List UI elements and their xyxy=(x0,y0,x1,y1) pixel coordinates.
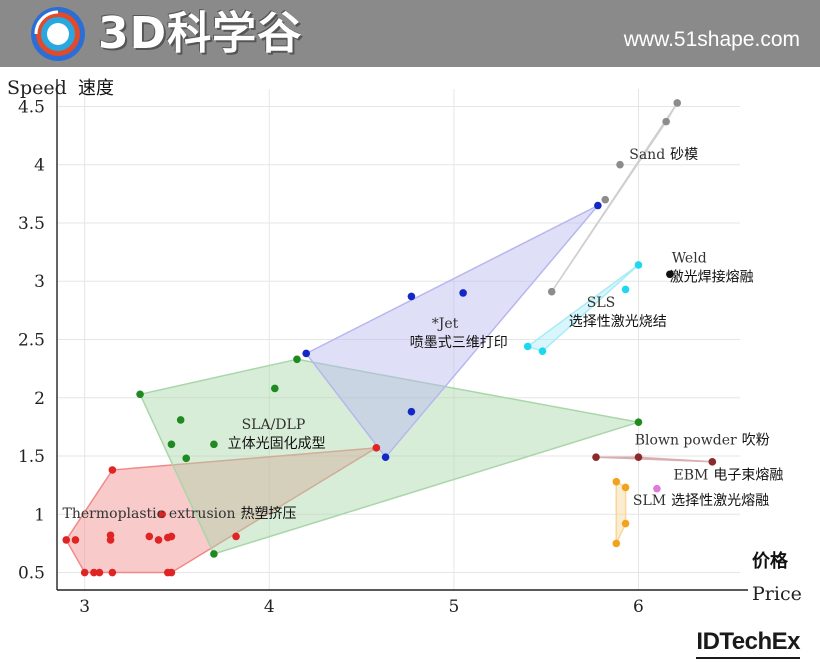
x-axis-title: Price xyxy=(752,583,802,605)
thermoplastic-extrusion-label-cn: 热塑挤压 xyxy=(241,506,297,522)
sand-point xyxy=(547,287,556,296)
y-tick-label: 1 xyxy=(34,505,45,525)
sand-label: Sand xyxy=(629,147,665,163)
grid-layer xyxy=(57,89,740,590)
thermoplastic-extrusion-point xyxy=(71,536,80,544)
y-tick-label: 2.5 xyxy=(18,331,45,351)
jet-point xyxy=(407,292,416,301)
jet-label-cn: 喷墨式三维打印 xyxy=(410,334,508,351)
label-layer: Thermoplastic extrusion 热塑挤压 SLA/DLP 立体光固化成… xyxy=(63,147,784,522)
blown-powder-region xyxy=(595,456,714,463)
y-axis-title-cn: 速度 xyxy=(78,78,114,99)
x-tick-label: 5 xyxy=(448,597,459,617)
idtechex-logo: IDTechEx xyxy=(696,628,800,659)
blown-powder-label-cn: 吹粉 xyxy=(742,432,770,448)
thermoplastic-extrusion-point xyxy=(158,510,167,519)
thermoplastic-extrusion-point xyxy=(145,532,154,541)
y-tick-label: 0.5 xyxy=(18,564,45,584)
blown-powder-label: Blown powder xyxy=(635,432,737,448)
thermoplastic-extrusion-point xyxy=(167,568,176,577)
thermoplastic-extrusion-point xyxy=(108,466,117,474)
x-axis-title-cn: 价格 xyxy=(752,550,789,572)
sls-point xyxy=(621,285,630,294)
sls-region xyxy=(526,264,640,352)
thermoplastic-extrusion-point xyxy=(80,568,89,577)
thermoplastic-extrusion-region xyxy=(65,447,378,574)
sla-dlp-point xyxy=(293,355,301,364)
y-axis-title: Speed xyxy=(7,77,67,99)
sand-point xyxy=(616,160,624,169)
thermoplastic-extrusion-point xyxy=(95,568,104,577)
blown-powder-point xyxy=(708,458,717,466)
y-tick-label: 4.5 xyxy=(18,97,45,117)
sla-dlp-point xyxy=(136,390,144,399)
thermoplastic-extrusion-point xyxy=(106,531,115,540)
jet-region xyxy=(305,204,599,458)
sand-point xyxy=(601,195,610,204)
thermoplastic-extrusion-point xyxy=(372,444,381,452)
y-tick-label: 1.5 xyxy=(18,447,45,467)
sla-dlp-point xyxy=(210,550,218,558)
sand-point xyxy=(662,117,670,126)
weld-label: Weld xyxy=(672,251,707,267)
thermoplastic-extrusion-label: Thermoplastic extrusion xyxy=(63,506,236,522)
sand-label-cn: 砂模 xyxy=(670,147,698,163)
sla-dlp-label-cn: 立体光固化成型 xyxy=(228,436,326,452)
sla-dlp-point xyxy=(634,418,643,427)
slm-label: SLM xyxy=(633,493,666,509)
sla-dlp-point xyxy=(176,416,185,424)
sla-dlp-label: SLA/DLP xyxy=(242,417,306,433)
sls-label-cn: 选择性激光烧结 xyxy=(569,313,667,330)
slm-point xyxy=(612,539,621,548)
x-tick-label: 6 xyxy=(633,597,644,617)
thermoplastic-extrusion-point xyxy=(154,536,163,544)
brand-logo-icon xyxy=(31,7,85,61)
weld-point xyxy=(666,270,674,279)
x-tick-label: 3 xyxy=(79,597,90,617)
jet-point xyxy=(302,349,311,358)
site-url[interactable]: www.51shape.com xyxy=(623,28,800,51)
jet-point xyxy=(381,453,390,461)
sls-point xyxy=(523,342,532,351)
blown-powder-point xyxy=(592,453,600,461)
jet-point xyxy=(594,201,602,210)
slm-label-cn: 选择性激光熔融 xyxy=(671,492,769,509)
brand-name: 3D科学谷 xyxy=(98,8,303,59)
jet-point xyxy=(407,407,416,416)
sand-point xyxy=(673,99,682,107)
y-tick-label: 3 xyxy=(34,272,45,292)
y-tick-label: 3.5 xyxy=(18,214,45,234)
sand-region xyxy=(550,102,678,293)
ebm-label: EBM xyxy=(674,467,709,483)
sla-dlp-point xyxy=(210,440,218,449)
y-tick-label: 4 xyxy=(34,156,45,176)
slm-point xyxy=(612,477,621,486)
hull-layer xyxy=(65,102,714,574)
sls-point xyxy=(634,261,643,269)
sls-point xyxy=(538,347,547,355)
blown-powder-point xyxy=(634,453,643,461)
sla-dlp-point xyxy=(182,454,191,463)
thermoplastic-extrusion-point xyxy=(232,532,240,541)
thermoplastic-extrusion-point xyxy=(62,536,71,544)
y-tick-label: 2 xyxy=(34,389,45,409)
sls-label: SLS xyxy=(587,295,615,311)
sla-dlp-point xyxy=(271,384,279,393)
jet-label: *Jet xyxy=(432,316,459,332)
weld-label-cn: 激光焊接熔融 xyxy=(670,269,754,286)
ebm-point xyxy=(653,484,661,493)
thermoplastic-extrusion-point xyxy=(90,568,98,577)
thermoplastic-extrusion-point xyxy=(167,532,176,541)
ebm-label-cn: 电子束熔融 xyxy=(713,467,783,483)
jet-point xyxy=(459,289,467,297)
point-layer xyxy=(62,99,717,577)
thermoplastic-extrusion-point xyxy=(108,568,117,577)
slm-point xyxy=(621,519,630,528)
x-tick-label: 4 xyxy=(264,597,275,617)
header-banner: 3D科学谷 www.51shape.com xyxy=(0,0,820,67)
sla-dlp-point xyxy=(167,440,176,449)
slm-point xyxy=(621,483,630,492)
